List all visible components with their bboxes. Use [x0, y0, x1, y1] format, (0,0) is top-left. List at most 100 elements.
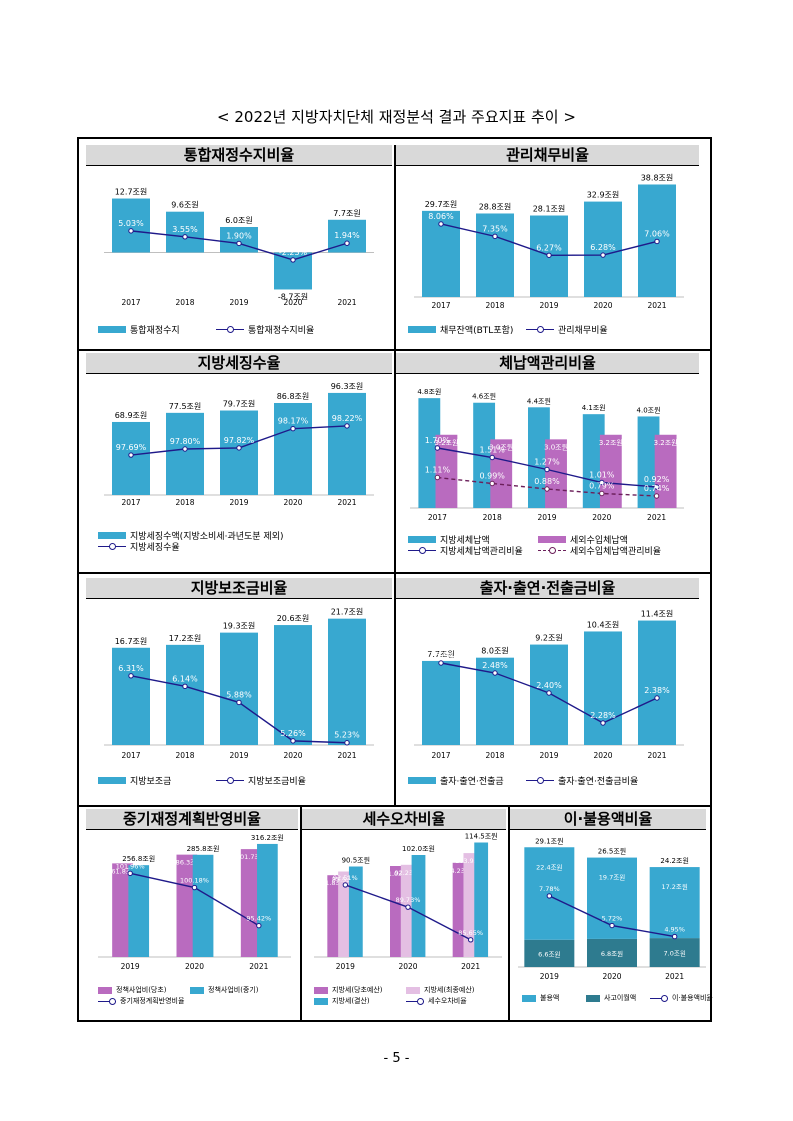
legend-label: 지방세징수액(지방소비세·과년도분 제외)	[130, 532, 284, 542]
line-label: 0.79%	[589, 482, 615, 491]
legend-item: 지방세징수액(지방소비세·과년도분 제외)	[98, 529, 284, 542]
bar	[587, 938, 637, 967]
bar	[112, 198, 150, 253]
line-label: 2.40%	[536, 681, 562, 690]
x-tick-label: 2020	[593, 301, 612, 310]
x-tick-label: 2020	[602, 972, 621, 981]
data-label: 85.5조원	[332, 875, 358, 884]
x-tick-label: 2019	[229, 298, 248, 307]
data-label: 17.2조원	[661, 882, 687, 891]
line-label: 5.88%	[226, 690, 252, 699]
x-tick-label: 2021	[337, 498, 356, 507]
line-point	[434, 474, 441, 481]
bar	[348, 866, 363, 957]
line-label: 1.70%	[425, 436, 451, 445]
legend-label: 출자·출연·전출금	[440, 777, 504, 787]
chart-svg: 6.6조원 22.4조원 29.1조원 6.8조원 19.7조원 26.5조원 7.0조원 1…	[518, 836, 706, 981]
bar	[654, 434, 677, 508]
chart-mid-term-plan-reflection: 중기재정계획반영비율 261.8조원 286.3조원 301.7조원 256.8조원 28…	[86, 809, 298, 1014]
chart-svg: 4.8조원 4.6조원 4.4조원 4.1조원 4.0조원 3.2조원 3.0조원 3.0조원…	[410, 387, 684, 522]
line-label: 3.55%	[172, 225, 198, 234]
chart-svg: 261.8조원 286.3조원 301.7조원 256.8조원 285.8조원 316.2…	[98, 833, 291, 971]
legend-marker	[98, 997, 116, 1005]
data-label: 16.7조원	[115, 637, 148, 646]
line-point	[467, 937, 474, 943]
chart-title: 관리채무비율	[396, 145, 699, 166]
x-tick-label: 2019	[336, 962, 355, 971]
line-label: 1.01%	[589, 471, 615, 480]
line-label: 6.14%	[172, 674, 198, 683]
legend-item: 중기재정계획반영비율	[98, 996, 184, 1006]
legend-item: 지방보조금	[98, 774, 171, 787]
data-label: 4.1조원	[582, 403, 606, 412]
line-label: 6.28%	[590, 243, 616, 252]
legend-label: 지방보조금	[130, 777, 172, 787]
x-tick-label: 2019	[229, 498, 248, 507]
legend-label: 지방세징수율	[130, 543, 180, 553]
x-tick-label: 2020	[593, 751, 612, 760]
data-label: 28.8조원	[479, 202, 512, 211]
line-label: 100.18%	[180, 877, 209, 885]
line-point	[544, 486, 550, 492]
legend-marker	[586, 994, 600, 1002]
chart-tax-revenue-error: 세수오차비율 81.8조원 91.0조원 94.2조원 85.5조원 92.2조원 103.…	[302, 809, 506, 1014]
bar	[474, 842, 489, 957]
data-label: 102.0조원	[402, 844, 435, 853]
bar	[257, 843, 278, 957]
legend-item: 사고이월액	[586, 993, 636, 1003]
line-label: 2.52%	[428, 651, 454, 660]
line-label: 5.03%	[118, 219, 144, 228]
line-label: 5.26%	[280, 729, 306, 738]
legend-item: 지방세(최종예산)	[406, 985, 475, 995]
legend-label: 지방세체납액관리비율	[440, 547, 523, 557]
line-label: 2.38%	[644, 686, 670, 695]
bar	[112, 863, 133, 957]
data-label: 316.2조원	[251, 833, 284, 842]
legend-marker	[98, 326, 126, 333]
line-point	[546, 893, 553, 899]
line-point	[653, 484, 660, 490]
line-label: 7.78%	[539, 885, 560, 893]
legend-label: 지방보조금비율	[248, 777, 306, 787]
series-line	[437, 476, 657, 497]
bar	[390, 866, 404, 957]
x-tick-label: 2021	[249, 962, 268, 971]
legend-marker	[406, 997, 424, 1005]
legend-item: 지방세징수율	[98, 540, 180, 553]
data-label: 38.8조원	[641, 173, 674, 182]
bar	[274, 402, 312, 495]
x-tick-label: 2017	[431, 301, 450, 310]
chart-title: 이·불용액비율	[510, 809, 706, 830]
legend-marker	[216, 326, 244, 333]
line-label: 1.11%	[425, 466, 451, 475]
line-label: 2.48%	[482, 661, 508, 670]
line-point	[127, 870, 133, 877]
line-label: 1.51%	[479, 446, 505, 455]
data-label: 6.0조원	[225, 216, 252, 225]
x-tick-label: 2017	[121, 298, 140, 307]
legend-label: 지방세(당초예산)	[332, 986, 383, 994]
x-tick-label: 2018	[175, 298, 194, 307]
chart-arrears-management-ratio: 체납액관리비율 4.8조원 4.6조원 4.4조원 4.1조원 4.0조원 3.2조원 3.0…	[396, 353, 699, 563]
x-tick-label: 2017	[121, 498, 140, 507]
legend-item: 지방세체납액관리비율	[408, 544, 523, 557]
x-tick-label: 2018	[485, 301, 504, 310]
x-tick-label: 2017	[428, 513, 447, 522]
legend-item: 지방세체납액	[408, 533, 490, 546]
bar	[240, 849, 262, 957]
chart-svg: 7.7조원 8.0조원 9.2조원 10.4조원 11.4조원 2.52% 2.48% 2.4…	[414, 610, 684, 760]
data-label: 6.8조원	[601, 949, 623, 958]
bar	[476, 213, 514, 297]
bar	[400, 864, 415, 957]
data-label: 261.8조원	[107, 866, 138, 875]
data-label: 114.5조원	[465, 832, 498, 841]
data-label: 7.7조원	[427, 650, 454, 659]
legend-label: 지방세(최종예산)	[424, 986, 475, 994]
chart-title: 체납액관리비율	[396, 353, 699, 374]
data-label: 29.1조원	[535, 836, 563, 845]
legend-marker	[538, 547, 566, 554]
legend-label: 채무잔액(BTL포함)	[440, 326, 514, 336]
data-label: 7.7조원	[333, 209, 360, 218]
x-tick-label: 2017	[431, 751, 450, 760]
legend-item: 정책사업비(중기)	[190, 985, 259, 995]
